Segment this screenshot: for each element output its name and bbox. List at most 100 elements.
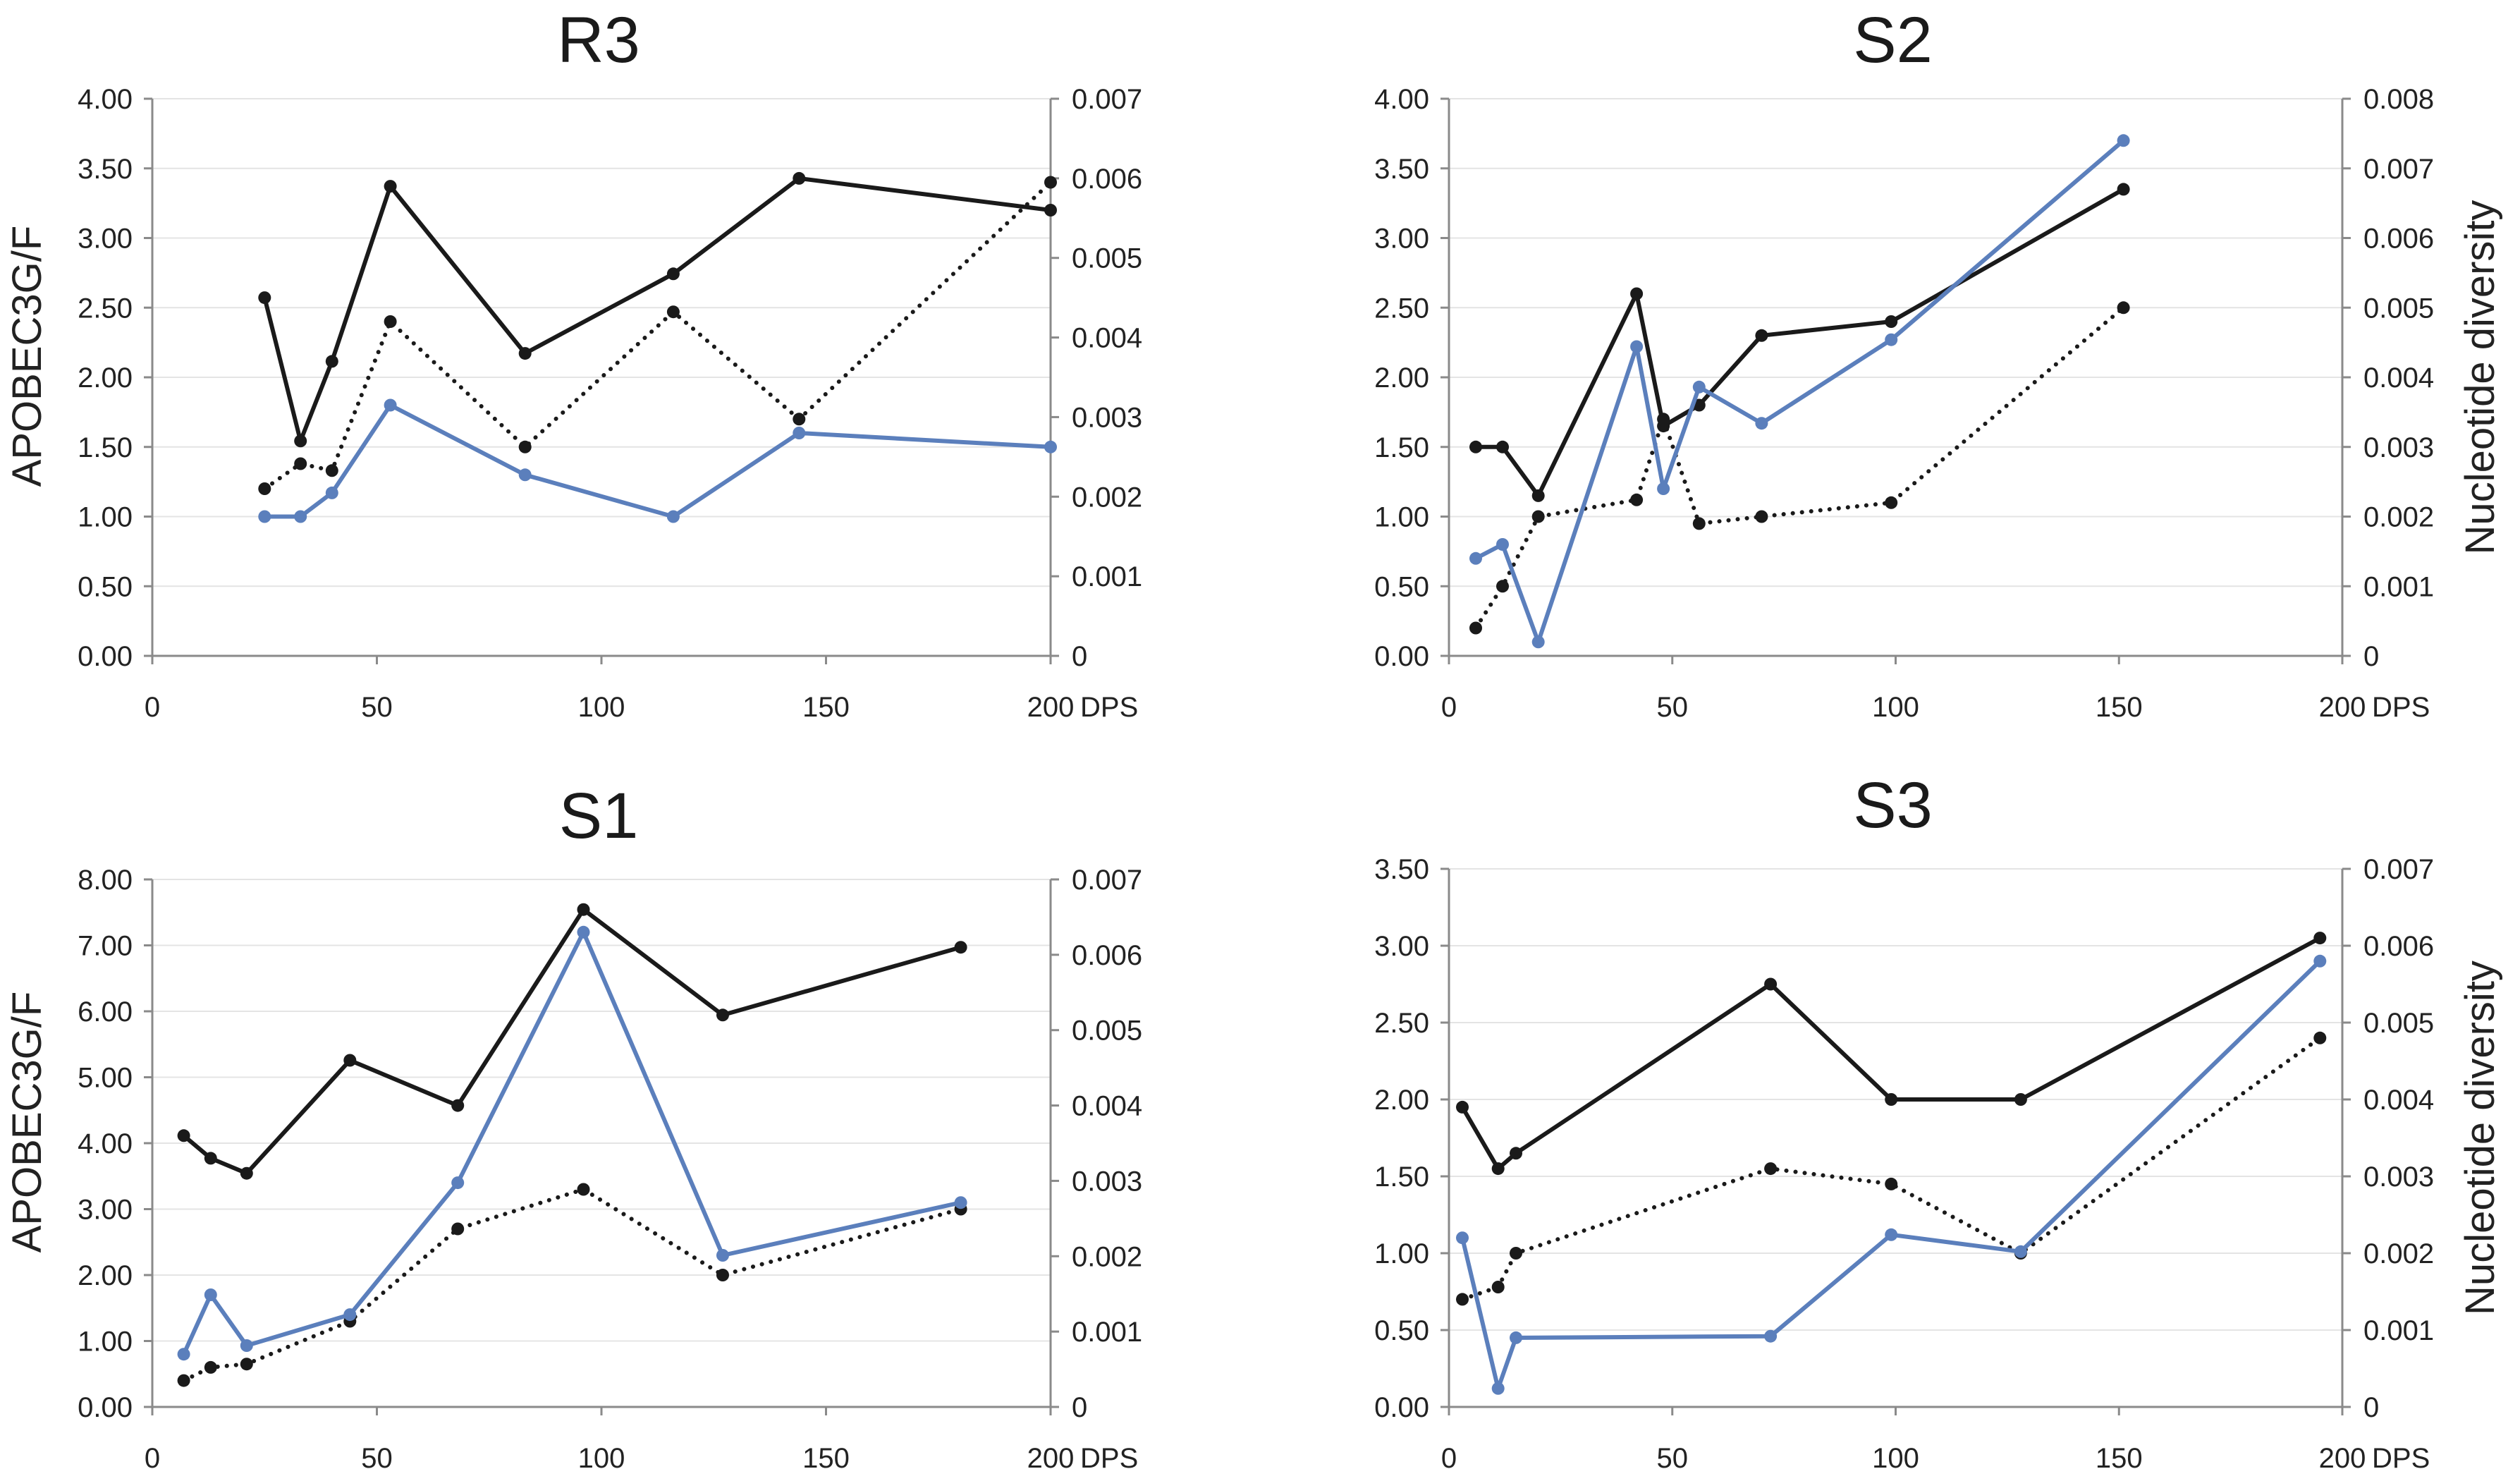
data-point-blue <box>1531 635 1545 649</box>
data-point-solid <box>1510 1147 1522 1160</box>
data-point-dotted <box>2117 301 2130 315</box>
data-point-blue <box>1469 551 1482 565</box>
data-point-blue <box>1630 340 1644 353</box>
x-tick-label: 200 <box>1027 692 1075 723</box>
data-point-solid <box>577 903 590 916</box>
y2-tick-label: 0.003 <box>1072 402 1142 433</box>
x-tick-label: 100 <box>578 1443 625 1469</box>
data-point-blue <box>666 510 680 523</box>
x-tick-label: 200 <box>1027 1443 1075 1469</box>
y2-tick-label: 0.002 <box>1072 482 1142 513</box>
y-tick-label: 4.00 <box>78 1128 133 1159</box>
data-point-blue <box>1044 440 1057 453</box>
series-line-blue <box>1474 138 2126 645</box>
series-line-blue <box>1460 958 2323 1391</box>
data-point-dotted <box>577 1183 590 1196</box>
data-point-dotted <box>1755 510 1768 523</box>
data-point-solid <box>1044 204 1057 217</box>
data-point-solid <box>2117 183 2130 196</box>
data-point-dotted <box>1692 517 1706 530</box>
data-point-dotted <box>1885 496 1898 509</box>
series-line-solid <box>1474 187 2126 498</box>
y2-tick-label: 0.001 <box>1072 1317 1142 1348</box>
x-tick-label: 50 <box>361 692 393 723</box>
data-point-solid <box>1755 329 1768 342</box>
data-point-dotted <box>2313 1031 2327 1044</box>
y-tick-label: 1.00 <box>1374 1238 1429 1269</box>
y2-tick-label: 0.007 <box>1072 84 1142 115</box>
x-tick-label: 150 <box>2096 1443 2143 1469</box>
x-tick-label: 100 <box>578 692 625 723</box>
data-point-dotted <box>1885 1177 1898 1190</box>
y2-tick-label: 0 <box>2363 641 2379 672</box>
y-tick-label: 3.00 <box>78 224 133 255</box>
data-point-dotted <box>1044 176 1057 189</box>
y-tick-label: 1.50 <box>1374 1162 1429 1193</box>
y-tick-label: 2.50 <box>1374 1008 1429 1039</box>
series-line-blue <box>262 403 1053 519</box>
y2-tick-label: 0.004 <box>2363 1085 2434 1116</box>
data-point-solid <box>1885 1093 1898 1106</box>
y-tick-label: 0.50 <box>1374 571 1429 602</box>
data-point-solid <box>1496 440 1509 453</box>
y-tick-label: 3.50 <box>1374 854 1429 885</box>
data-point-dotted <box>1657 413 1670 426</box>
y-tick-label: 0.00 <box>78 641 133 672</box>
data-point-dotted <box>716 1269 729 1281</box>
data-point-dotted <box>1456 1293 1469 1306</box>
data-point-blue <box>343 1308 357 1322</box>
y-tick-label: 4.00 <box>1374 84 1429 115</box>
data-point-dotted <box>258 482 271 495</box>
data-point-blue <box>204 1288 217 1301</box>
chart-panel-s1: 0.00 1.00 2.00 3.00 4.00 5.00 6.00 7.00 8.00 0 0.0… <box>4 780 1142 1469</box>
data-point-solid <box>1456 1100 1469 1114</box>
series-line-solid <box>262 176 1053 444</box>
data-point-dotted <box>793 413 806 426</box>
data-point-solid <box>384 180 397 193</box>
y-tick-label: 1.00 <box>1374 502 1429 533</box>
y-tick-label: 1.00 <box>78 1327 133 1358</box>
chart-title: S1 <box>559 780 639 852</box>
x-tick-label: 0 <box>145 692 160 723</box>
data-point-dotted <box>294 457 307 470</box>
chart-panel-s2: 0.00 0.50 1.00 1.50 2.00 2.50 3.00 3.50 4.00 0 0.0… <box>1374 4 2503 723</box>
y-tick-label: 3.00 <box>1374 224 1429 255</box>
x-axis-label: DPS <box>2372 1443 2430 1469</box>
x-tick-label: 50 <box>1657 692 1689 723</box>
data-point-solid <box>343 1054 357 1067</box>
y2-tick-label: 0.002 <box>2363 502 2434 533</box>
data-point-solid <box>666 267 680 281</box>
data-point-dotted <box>518 440 532 453</box>
data-point-solid <box>294 434 307 448</box>
chart-title: S2 <box>1853 4 1933 76</box>
y2-tick-label: 0 <box>1072 641 1087 672</box>
x-tick-label: 0 <box>145 1443 160 1469</box>
data-point-blue <box>1456 1231 1469 1245</box>
data-point-dotted <box>1630 493 1644 506</box>
y-tick-label: 1.00 <box>78 502 133 533</box>
y-tick-label: 3.50 <box>78 154 133 185</box>
series-line-dotted <box>1474 305 2126 630</box>
data-point-dotted <box>177 1374 190 1387</box>
y2-tick-label: 0 <box>2363 1392 2379 1423</box>
data-point-solid <box>1885 315 1898 328</box>
data-point-dotted <box>666 305 680 319</box>
data-point-blue <box>1496 538 1509 551</box>
data-point-blue <box>1885 1228 1898 1241</box>
data-point-blue <box>2014 1245 2027 1258</box>
data-point-solid <box>1630 287 1644 300</box>
x-axis-label: DPS <box>1080 692 1138 723</box>
chart-panel-s3: 0.00 0.50 1.00 1.50 2.00 2.50 3.00 3.50 0 0.001 0.… <box>1374 769 2503 1469</box>
y2-tick-label: 0.007 <box>1072 865 1142 896</box>
data-point-blue <box>294 510 307 523</box>
x-tick-label: 100 <box>1872 1443 1919 1469</box>
y2-tick-label: 0.001 <box>2363 1315 2434 1346</box>
x-axis-label: DPS <box>2372 692 2430 723</box>
x-tick-label: 0 <box>1441 1443 1457 1469</box>
data-point-blue <box>1491 1382 1505 1395</box>
y2-axis-label: Nucleotide diversity <box>2457 200 2503 555</box>
chart-panel-r3: 0.00 0.50 1.00 1.50 2.00 2.50 3.00 3.50 4.00 0 0.0… <box>4 4 1142 723</box>
y2-tick-label: 0.006 <box>2363 224 2434 255</box>
y2-tick-label: 0.006 <box>1072 164 1142 195</box>
data-point-solid <box>518 347 532 360</box>
